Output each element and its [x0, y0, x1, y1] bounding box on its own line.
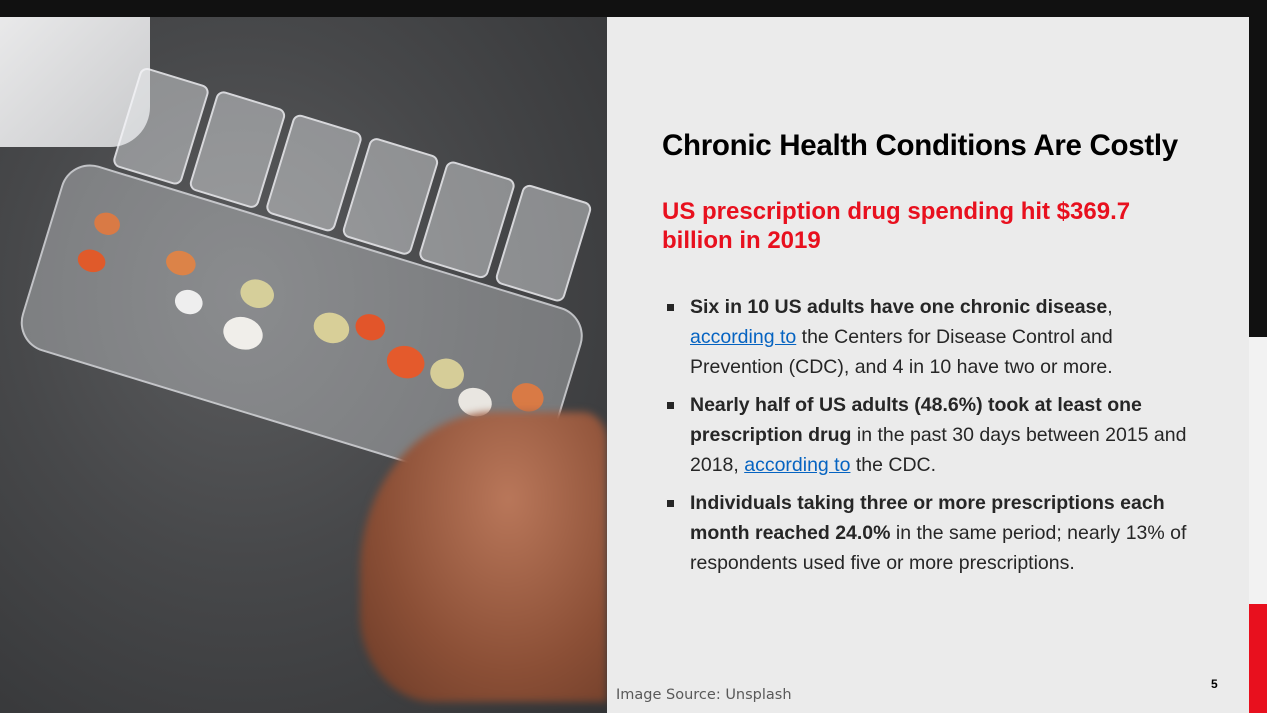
- cdc-link[interactable]: according to: [744, 454, 851, 476]
- bullet-text: ,: [1107, 296, 1113, 318]
- pill: [91, 209, 123, 239]
- pill: [162, 247, 199, 279]
- blister-pack: [0, 17, 150, 147]
- bullet-bold: Individuals taking three or more prescri…: [690, 492, 1165, 544]
- pill: [352, 310, 389, 345]
- pill: [426, 354, 468, 394]
- bullet-icon: [667, 500, 674, 507]
- pill-organizer-photo: [0, 17, 607, 713]
- bullet-icon: [667, 402, 674, 409]
- bullet-text: the Centers for Disease Control and Prev…: [690, 326, 1113, 378]
- pill: [236, 275, 278, 313]
- bullet-item: Six in 10 US adults have one chronic dis…: [662, 292, 1202, 382]
- pill: [508, 379, 548, 416]
- pill: [309, 308, 354, 348]
- pill: [171, 286, 206, 318]
- bullet-text: the CDC.: [850, 454, 937, 476]
- bullet-bold: Six in 10 US adults have one chronic dis…: [690, 296, 1108, 318]
- bullet-bold: Nearly half of US adults (48.6%) took at…: [690, 394, 1142, 446]
- page-number: 5: [1211, 677, 1218, 691]
- pill: [219, 312, 267, 355]
- edge-strip-red: [1249, 604, 1267, 713]
- bullet-list: Six in 10 US adults have one chronic dis…: [662, 292, 1202, 586]
- slide-title: Chronic Health Conditions Are Costly: [662, 129, 1178, 162]
- edge-strip-dark: [1249, 17, 1267, 337]
- image-source: Image Source: Unsplash: [616, 687, 792, 703]
- edge-strip-light: [1249, 337, 1267, 604]
- slide-subtitle: US prescription drug spending hit $369.7…: [662, 198, 1131, 254]
- bullet-item: Individuals taking three or more prescri…: [662, 488, 1202, 578]
- pill: [382, 341, 429, 383]
- bullet-item: Nearly half of US adults (48.6%) took at…: [662, 390, 1202, 480]
- cdc-link[interactable]: according to: [690, 326, 797, 348]
- pill: [74, 246, 109, 276]
- bullet-text: in the same period; nearly 13% of respon…: [690, 522, 1187, 574]
- bullet-text: in the past 30 days between 2015 and 201…: [690, 424, 1187, 476]
- text-panel: Chronic Health Conditions Are Costly US …: [607, 17, 1249, 713]
- hand: [360, 412, 607, 702]
- bullet-icon: [667, 304, 674, 311]
- top-bar: [0, 0, 1267, 17]
